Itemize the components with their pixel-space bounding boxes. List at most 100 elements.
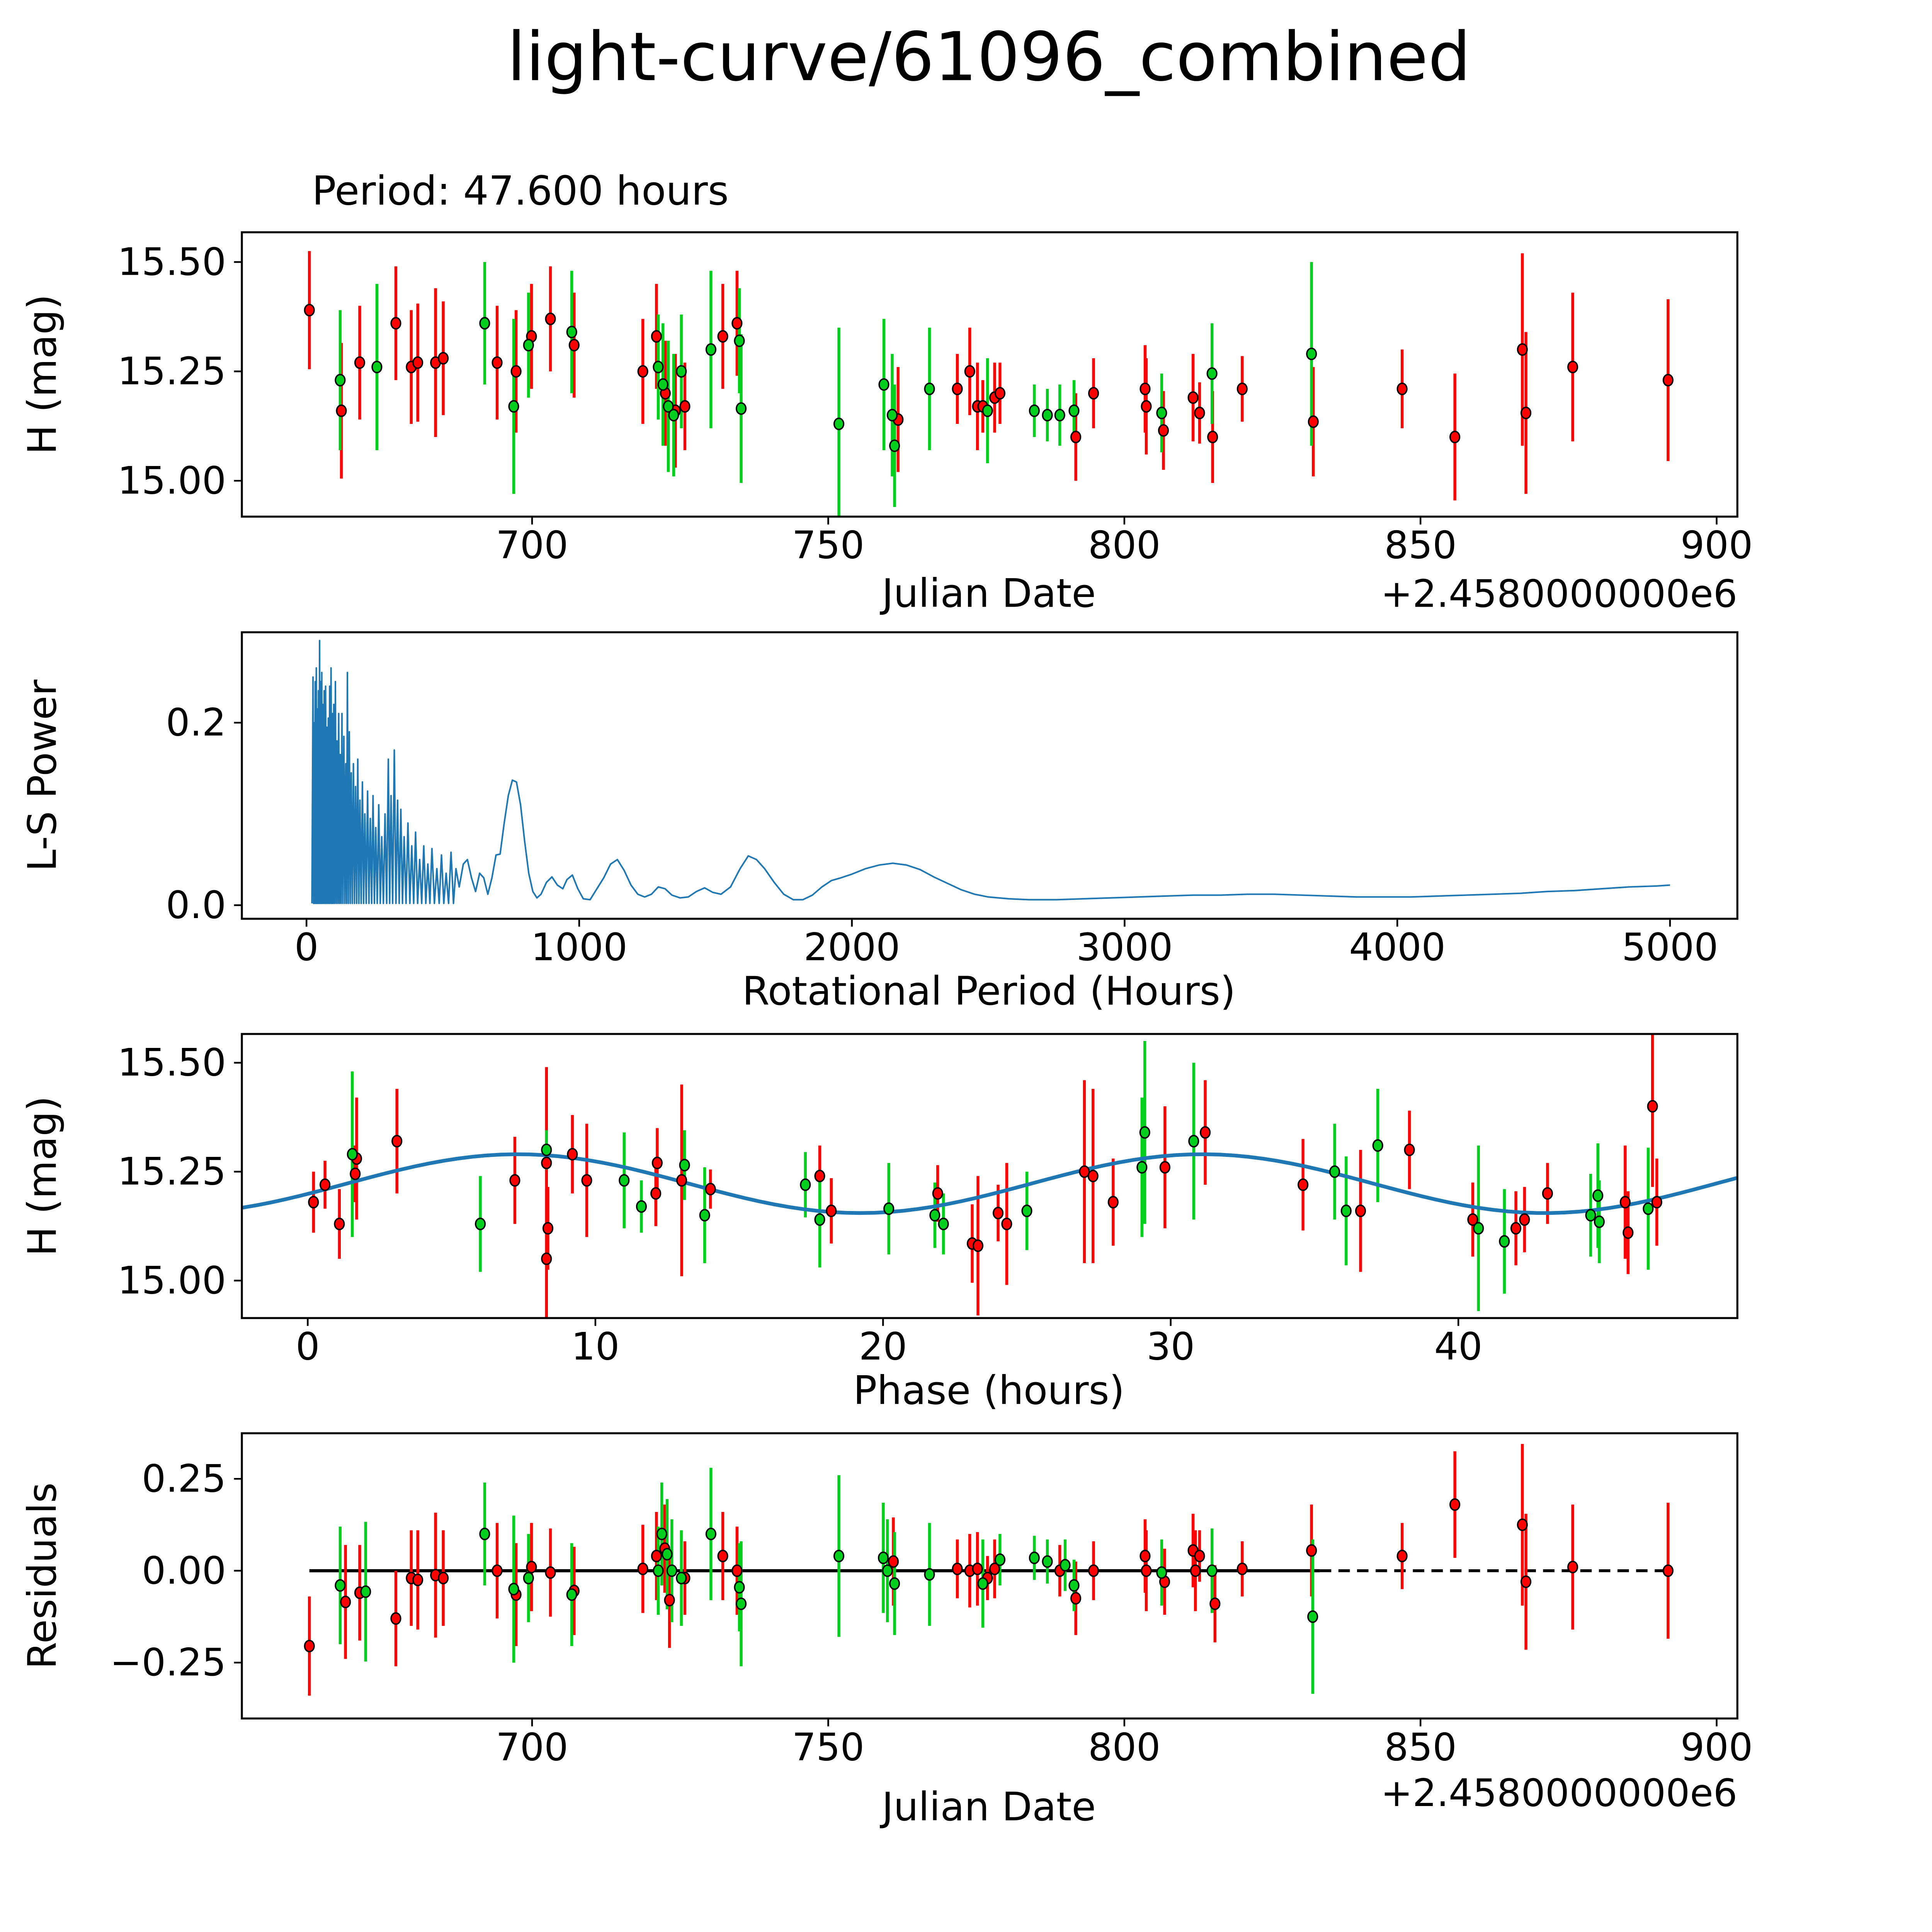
data-point-green: [1029, 404, 1040, 417]
data-point-red: [438, 352, 449, 365]
data-point-green: [1594, 1215, 1605, 1228]
data-point-red: [1087, 1170, 1099, 1182]
data-point-red: [1158, 424, 1169, 437]
data-point-red: [1141, 400, 1152, 413]
data-point-green: [1188, 1135, 1199, 1148]
data-point-red: [340, 1595, 351, 1609]
errorbars-lightcurve: [308, 251, 1670, 517]
ax4-x-offset-label: +2.4580000000e6: [1381, 1771, 1737, 1815]
data-point-red: [989, 1562, 1000, 1575]
data-point-red: [1308, 415, 1319, 428]
data-point-red: [731, 1564, 743, 1577]
data-point-red: [304, 304, 315, 316]
data-point-green: [523, 338, 534, 352]
data-point-red: [568, 338, 580, 352]
x-tick-label: 2000: [804, 925, 900, 969]
y-tick-label: 15.50: [117, 1041, 226, 1085]
data-point-red: [650, 1187, 662, 1200]
data-point-red: [994, 387, 1006, 400]
y-tick-label: 0.00: [142, 1549, 226, 1593]
data-point-green: [566, 325, 577, 338]
data-point-red: [545, 1566, 556, 1579]
data-point-green: [1068, 404, 1080, 417]
data-point-green: [508, 400, 519, 413]
data-point-red: [1647, 1100, 1658, 1113]
x-tick-label: 0: [294, 925, 318, 969]
markers-lightcurve: [304, 304, 1674, 452]
data-point-green: [886, 409, 898, 422]
data-point-green: [1139, 1126, 1150, 1139]
data-point-red: [651, 1549, 662, 1563]
data-point-red: [412, 356, 423, 369]
data-point-red: [545, 312, 556, 325]
data-point-red: [1622, 1226, 1634, 1239]
data-point-red: [1517, 1518, 1528, 1531]
data-point-red: [1517, 343, 1528, 356]
y-tick-label: 15.25: [117, 1150, 226, 1194]
data-point-red: [1449, 1498, 1461, 1511]
data-point-green: [656, 1527, 667, 1541]
x-tick-label: 900: [1680, 1726, 1753, 1770]
data-point-green: [566, 1588, 577, 1601]
data-point-green: [653, 361, 664, 374]
data-point-green: [800, 1178, 811, 1191]
data-point-green: [347, 1148, 358, 1161]
data-point-red: [952, 383, 963, 395]
data-point-red: [731, 317, 743, 330]
ax2-xlabel: Rotational Period (Hours): [742, 968, 1236, 1014]
data-point-red: [717, 1549, 728, 1563]
x-tick-label: 750: [792, 523, 864, 567]
x-tick-label: 5000: [1622, 925, 1718, 969]
data-point-red: [1088, 1564, 1099, 1577]
markers-residuals: [304, 1498, 1674, 1653]
data-point-green: [705, 1527, 716, 1541]
data-point-green: [360, 1585, 371, 1598]
data-point-green: [1643, 1202, 1654, 1215]
y-tick-label: 0.2: [166, 701, 226, 745]
data-point-red: [1070, 430, 1082, 444]
axes-frame-residuals: [241, 1432, 1738, 1720]
data-point-red: [492, 1564, 503, 1577]
data-point-red: [992, 1207, 1004, 1219]
ax1-xlabel: Julian Date: [879, 570, 1096, 616]
data-point-green: [523, 1571, 534, 1585]
data-point-green: [994, 1553, 1006, 1566]
data-point-green: [889, 439, 900, 452]
y-tick-label: 0.25: [142, 1457, 226, 1501]
phase-fit-curve: [242, 1152, 1738, 1215]
data-point-red: [350, 1167, 361, 1180]
data-point-red: [541, 1252, 552, 1265]
data-point-red: [1207, 430, 1218, 444]
data-point-green: [663, 400, 674, 413]
data-point-red: [651, 330, 662, 343]
data-point-red: [567, 1148, 578, 1161]
x-tick-label: 850: [1384, 523, 1457, 567]
x-tick-label: 0: [296, 1325, 320, 1369]
y-tick-label: 15.00: [117, 459, 226, 503]
axes-frame-lightcurve: [241, 231, 1738, 518]
data-point-red: [509, 1174, 520, 1187]
data-point-green: [1068, 1579, 1080, 1592]
subplot-residuals: 700 750 800 850 900 −0.25 0.00 0.25: [110, 1432, 1753, 1770]
data-point-red: [1236, 383, 1248, 395]
data-point-green: [833, 1549, 845, 1563]
data-point-green: [889, 1577, 900, 1590]
ax3-ylabel: H (mag): [19, 1096, 65, 1256]
data-point-red: [1070, 1592, 1082, 1605]
x-tick-label: 40: [1434, 1325, 1483, 1369]
data-point-red: [581, 1174, 592, 1187]
ax3-xlabel: Phase (hours): [853, 1367, 1124, 1413]
data-point-green: [676, 365, 687, 378]
data-point-red: [438, 1571, 449, 1585]
data-point-green: [479, 317, 490, 330]
y-tick-label: 15.25: [117, 349, 226, 393]
data-point-red: [1651, 1196, 1662, 1209]
data-point-green: [924, 1568, 935, 1581]
data-point-green: [1340, 1204, 1352, 1218]
data-point-red: [814, 1170, 825, 1182]
data-point-green: [666, 1564, 677, 1577]
data-point-green: [1029, 1551, 1040, 1565]
data-point-red: [826, 1204, 837, 1218]
data-point-red: [972, 1239, 984, 1252]
